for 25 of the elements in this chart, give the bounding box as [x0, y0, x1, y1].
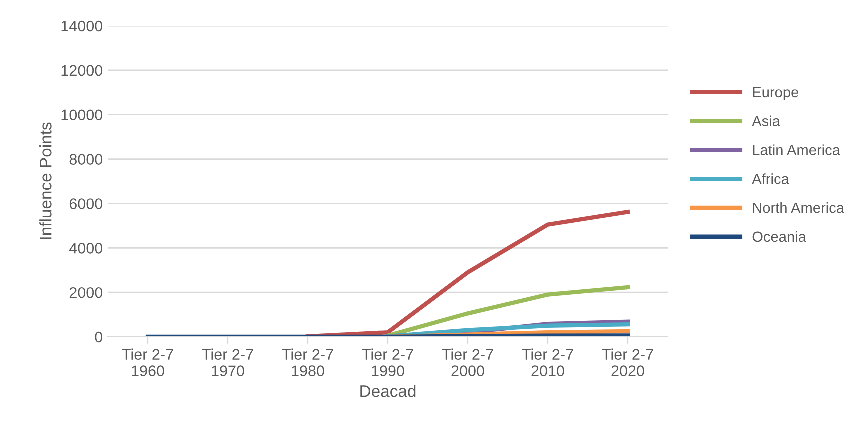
y-tick-label: 2000: [70, 287, 103, 298]
x-tick-label: Tier 2-7 2010: [522, 348, 574, 376]
y-tick-label: 6000: [70, 198, 103, 210]
legend-label: Latin America: [753, 144, 840, 156]
x-tick-label: Tier 2-7 1960: [122, 348, 174, 376]
x-tick-label: Tier 2-7 1990: [362, 348, 414, 376]
line-series: [306, 210, 630, 337]
x-tick-label: Tier 2-7 1970: [202, 348, 254, 376]
y-tick-label: 14000: [62, 20, 103, 32]
x-tick-label: Tier 2-7 2000: [442, 348, 494, 376]
y-tick-label: 8000: [70, 154, 103, 165]
legend-label: Africa: [752, 174, 790, 184]
y-tick-label: 4000: [70, 243, 103, 254]
line-series: [386, 285, 630, 337]
y-tick-label: 0: [95, 332, 103, 343]
legend-label: Oceania: [752, 231, 806, 242]
x-axis-title: Deacad: [360, 385, 416, 398]
y-tick-label: 12000: [62, 65, 103, 76]
x-tick-label: Tier 2-7 2020: [602, 348, 654, 376]
y-tick-label: 10000: [62, 110, 103, 121]
legend-label: Europe: [753, 87, 798, 100]
y-axis-title: Influence Points: [40, 122, 52, 240]
legend-label: Asia: [752, 116, 780, 127]
legend-label: North America: [753, 202, 845, 214]
x-tick-label: Tier 2-7 1980: [282, 348, 334, 376]
